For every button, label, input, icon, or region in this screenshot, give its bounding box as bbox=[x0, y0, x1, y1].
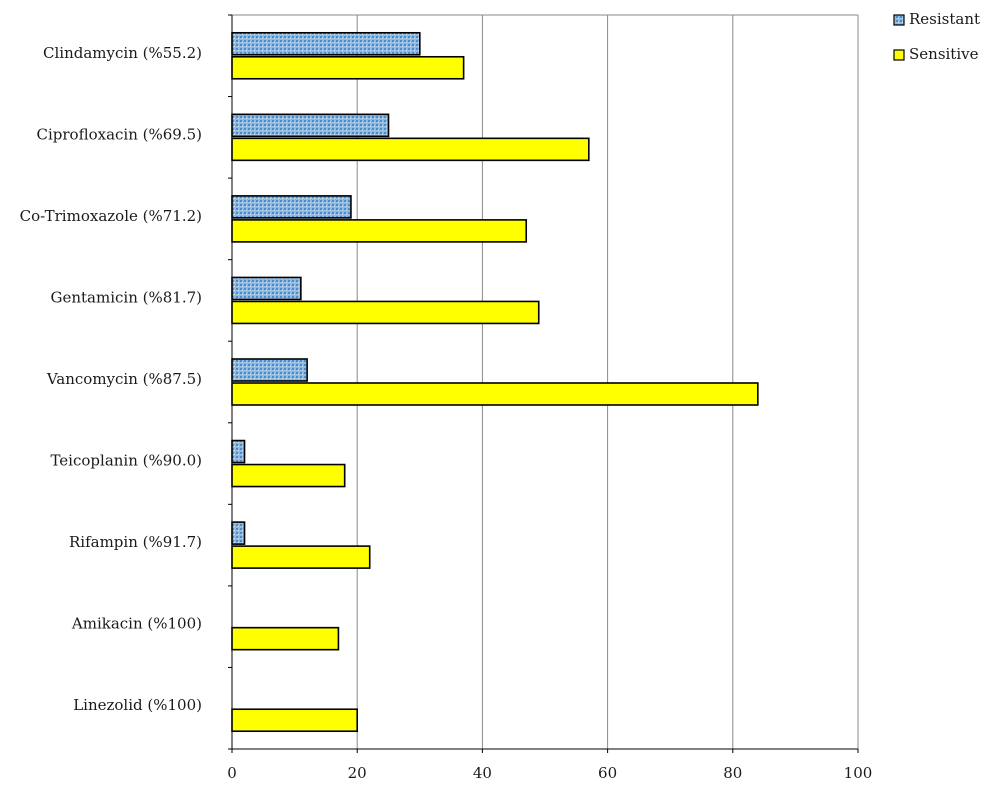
bar-resistant-1 bbox=[231, 113, 390, 138]
category-label-3: Gentamicin (%81.7) bbox=[51, 288, 203, 306]
bar-resistant-4 bbox=[231, 358, 308, 382]
legend: Resistant Sensitive bbox=[893, 10, 980, 63]
bar-sensitive-7 bbox=[231, 626, 340, 651]
x-tick-label-100: 100 bbox=[844, 764, 873, 782]
bar-sensitive-5 bbox=[231, 463, 346, 488]
legend-label-resistant: Resistant bbox=[909, 10, 980, 28]
bar-sensitive-1 bbox=[231, 137, 590, 162]
category-label-2: Co-Trimoxazole (%71.2) bbox=[20, 207, 202, 225]
category-label-8: Linezolid (%100) bbox=[73, 696, 202, 714]
gridlines bbox=[356, 15, 859, 749]
bar-sensitive-3 bbox=[231, 300, 540, 325]
bar-sensitive-4 bbox=[231, 382, 759, 406]
bars bbox=[231, 31, 759, 733]
x-tick-label-20: 20 bbox=[348, 764, 367, 782]
bar-resistant-3 bbox=[231, 276, 302, 301]
category-label-0: Clindamycin (%55.2) bbox=[43, 44, 202, 62]
bar-resistant-6 bbox=[231, 521, 246, 545]
category-label-5: Teicoplanin (%90.0) bbox=[50, 452, 202, 470]
bar-resistant-2 bbox=[231, 195, 352, 219]
category-label-6: Rifampin (%91.7) bbox=[69, 533, 202, 551]
legend-swatch-sensitive bbox=[893, 49, 905, 61]
x-tick-label-0: 0 bbox=[227, 764, 237, 782]
category-labels: Clindamycin (%55.2) Ciprofloxacin (%69.5)… bbox=[20, 44, 202, 714]
x-tick-labels: 0 20 40 60 80 100 bbox=[227, 764, 872, 782]
category-label-4: Vancomycin (%87.5) bbox=[46, 370, 202, 388]
category-label-1: Ciprofloxacin (%69.5) bbox=[37, 125, 203, 143]
x-tick-label-40: 40 bbox=[473, 764, 492, 782]
legend-swatch-resistant bbox=[893, 14, 905, 26]
bar-sensitive-6 bbox=[231, 545, 371, 569]
x-tick-label-60: 60 bbox=[598, 764, 617, 782]
legend-label-sensitive: Sensitive bbox=[909, 45, 979, 63]
bar-sensitive-0 bbox=[231, 55, 465, 80]
bar-sensitive-8 bbox=[231, 708, 358, 733]
category-label-7: Amikacin (%100) bbox=[71, 615, 202, 633]
bar-sensitive-2 bbox=[231, 219, 528, 243]
axes bbox=[228, 14, 859, 753]
bar-resistant-5 bbox=[231, 439, 246, 464]
bar-resistant-0 bbox=[231, 31, 421, 56]
x-tick-label-80: 80 bbox=[723, 764, 742, 782]
